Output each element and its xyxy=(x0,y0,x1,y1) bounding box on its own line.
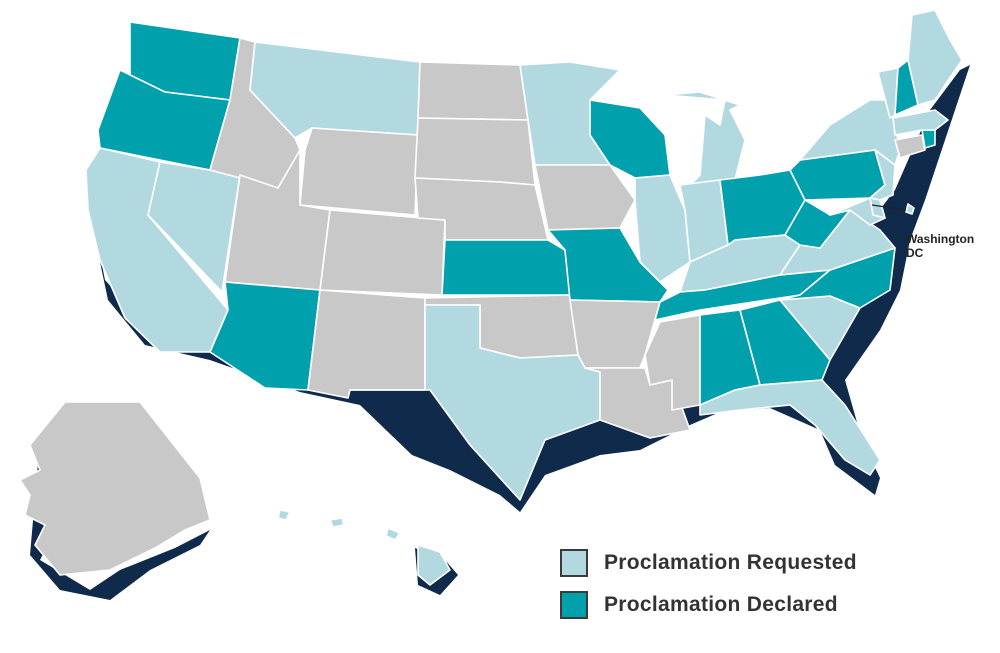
state-hi xyxy=(277,509,451,586)
dc-label: Washington DC xyxy=(906,232,975,260)
state-co xyxy=(319,209,446,296)
state-ia xyxy=(534,164,636,231)
dc-pointer-line xyxy=(871,204,907,211)
legend: Proclamation Requested Proclamation Decl… xyxy=(560,548,857,632)
state-dc xyxy=(905,203,915,215)
legend-label-requested: Proclamation Requested xyxy=(604,551,857,574)
state-md xyxy=(829,197,886,226)
state-sd xyxy=(414,117,536,186)
state-la xyxy=(584,367,691,439)
state-il xyxy=(634,174,691,283)
state-mo xyxy=(547,227,669,303)
state-nd xyxy=(417,61,529,121)
state-ms xyxy=(644,314,701,411)
state-wy xyxy=(299,127,419,216)
legend-item-requested: Proclamation Requested xyxy=(560,548,857,578)
legend-label-declared: Proclamation Declared xyxy=(604,593,838,616)
state-tx xyxy=(349,304,601,501)
state-ga xyxy=(739,299,831,386)
legend-item-declared: Proclamation Declared xyxy=(560,590,857,620)
state-ma xyxy=(892,109,949,136)
state-me xyxy=(907,9,963,106)
state-fl xyxy=(699,379,881,476)
state-ks xyxy=(441,239,571,296)
state-ak xyxy=(19,401,211,576)
state-nm xyxy=(307,289,426,399)
state-mi xyxy=(664,91,746,186)
legend-swatch-requested xyxy=(560,549,588,577)
states-layer xyxy=(19,9,963,586)
state-ri xyxy=(921,129,936,149)
state-az xyxy=(209,281,321,391)
legend-swatch-declared xyxy=(560,591,588,619)
state-ct xyxy=(894,134,926,159)
